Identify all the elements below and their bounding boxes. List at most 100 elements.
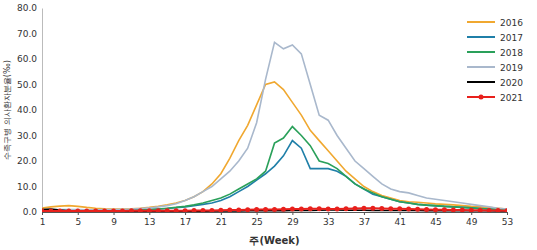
- y-tick: 70.0: [17, 29, 42, 39]
- legend-item: 2018: [467, 48, 523, 58]
- x-tick-label: 41: [394, 217, 405, 227]
- y-axis-title: 수족구병 의사환자분율(‰): [3, 60, 12, 160]
- series-marker: [183, 208, 188, 212]
- series-marker: [57, 208, 62, 212]
- x-tick-label: 33: [323, 217, 334, 227]
- series-line: [42, 42, 507, 210]
- series-marker: [147, 208, 152, 212]
- y-tick-label: 20.0: [17, 156, 37, 166]
- x-tick-mark: [471, 212, 472, 215]
- x-axis-line: [43, 213, 508, 216]
- x-tick: 33: [323, 212, 334, 227]
- series-marker: [308, 206, 313, 211]
- series-marker: [361, 206, 366, 211]
- y-tick: 80.0: [17, 3, 42, 13]
- y-tick-label: 60.0: [17, 54, 37, 64]
- series-marker: [245, 207, 250, 212]
- series-marker: [272, 207, 277, 212]
- x-tick-mark: [42, 212, 43, 215]
- x-tick-label: 9: [111, 217, 117, 227]
- legend-swatch: [467, 81, 495, 83]
- series-marker: [48, 208, 53, 212]
- legend-swatch: [467, 51, 495, 53]
- x-axis: 1591317212529333741454953: [40, 212, 514, 227]
- series-marker: [138, 208, 143, 212]
- y-tick-label: 50.0: [17, 80, 37, 90]
- x-tick-label: 17: [180, 217, 191, 227]
- series-marker: [66, 208, 71, 212]
- series-marker: [102, 208, 107, 212]
- series-marker: [156, 208, 161, 212]
- series-marker: [165, 208, 170, 212]
- series-marker: [451, 207, 456, 212]
- series-marker: [263, 207, 268, 212]
- legend-label: 2018: [500, 48, 523, 58]
- legend-swatch: [467, 21, 495, 23]
- series-marker: [415, 207, 420, 212]
- legend-item: 2017: [467, 33, 523, 43]
- x-tick: 9: [111, 212, 117, 227]
- series-marker: [218, 208, 223, 212]
- x-tick-label: 49: [466, 217, 478, 227]
- y-axis-line: [42, 9, 43, 213]
- x-tick-mark: [257, 212, 258, 215]
- series-line: [42, 127, 507, 211]
- series-marker: [84, 208, 89, 212]
- series-marker: [75, 208, 80, 212]
- y-tick-label: 80.0: [17, 3, 37, 13]
- series-marker: [326, 206, 331, 211]
- legend-label: 2017: [500, 33, 523, 43]
- y-tick-label: 70.0: [17, 29, 37, 39]
- series-marker: [379, 206, 384, 211]
- x-tick-label: 29: [287, 217, 299, 227]
- series-marker: [505, 208, 508, 212]
- y-tick: 10.0: [17, 182, 42, 192]
- x-tick: 25: [251, 212, 262, 227]
- x-tick: 41: [394, 212, 405, 227]
- y-axis: 0.0 10.0 20.0 30.0 40.0 50.0 60.0 70.0 80.0: [17, 3, 43, 217]
- x-tick-label: 25: [251, 217, 262, 227]
- series-marker: [487, 208, 492, 212]
- series-marker: [344, 206, 349, 211]
- legend-item: 2020: [467, 78, 523, 88]
- x-tick: 1: [40, 212, 46, 227]
- series-marker: [93, 208, 98, 212]
- legend-item: 2016: [467, 18, 523, 28]
- series-marker: [281, 207, 286, 212]
- legend-swatch: [467, 66, 495, 68]
- series-marker: [460, 207, 465, 212]
- y-tick-label: 40.0: [17, 105, 37, 115]
- series-marker: [370, 206, 375, 211]
- legend-item: 2021: [467, 93, 523, 103]
- series-marker: [397, 206, 402, 211]
- series-marker: [388, 206, 393, 211]
- series-marker: [209, 208, 214, 212]
- x-tick-label: 45: [430, 217, 441, 227]
- series-marker: [42, 208, 45, 212]
- plot-area: [42, 42, 507, 212]
- y-tick-label: 30.0: [17, 131, 37, 141]
- legend-label: 2016: [500, 18, 523, 28]
- series-marker: [254, 207, 259, 212]
- x-tick-mark: [114, 212, 115, 215]
- legend-label: 2020: [500, 78, 523, 88]
- series-marker: [406, 206, 411, 211]
- x-tick-label: 53: [502, 217, 513, 227]
- x-tick: 29: [287, 212, 299, 227]
- x-tick-label: 21: [216, 217, 227, 227]
- x-tick-label: 1: [40, 217, 46, 227]
- series-marker: [442, 207, 447, 212]
- legend-label: 2021: [500, 93, 523, 103]
- x-tick-mark: [292, 212, 293, 215]
- series-marker: [236, 207, 241, 212]
- series-marker: [433, 207, 438, 212]
- series-marker: [424, 207, 429, 212]
- x-tick: 37: [359, 212, 370, 227]
- legend: 201620172018201920202021: [467, 18, 523, 103]
- series-marker: [478, 208, 483, 212]
- x-tick: 21: [216, 212, 227, 227]
- y-tick: 0.0: [23, 207, 42, 217]
- series-marker: [129, 208, 134, 212]
- x-tick: 49: [466, 212, 478, 227]
- y-tick: 40.0: [17, 105, 42, 115]
